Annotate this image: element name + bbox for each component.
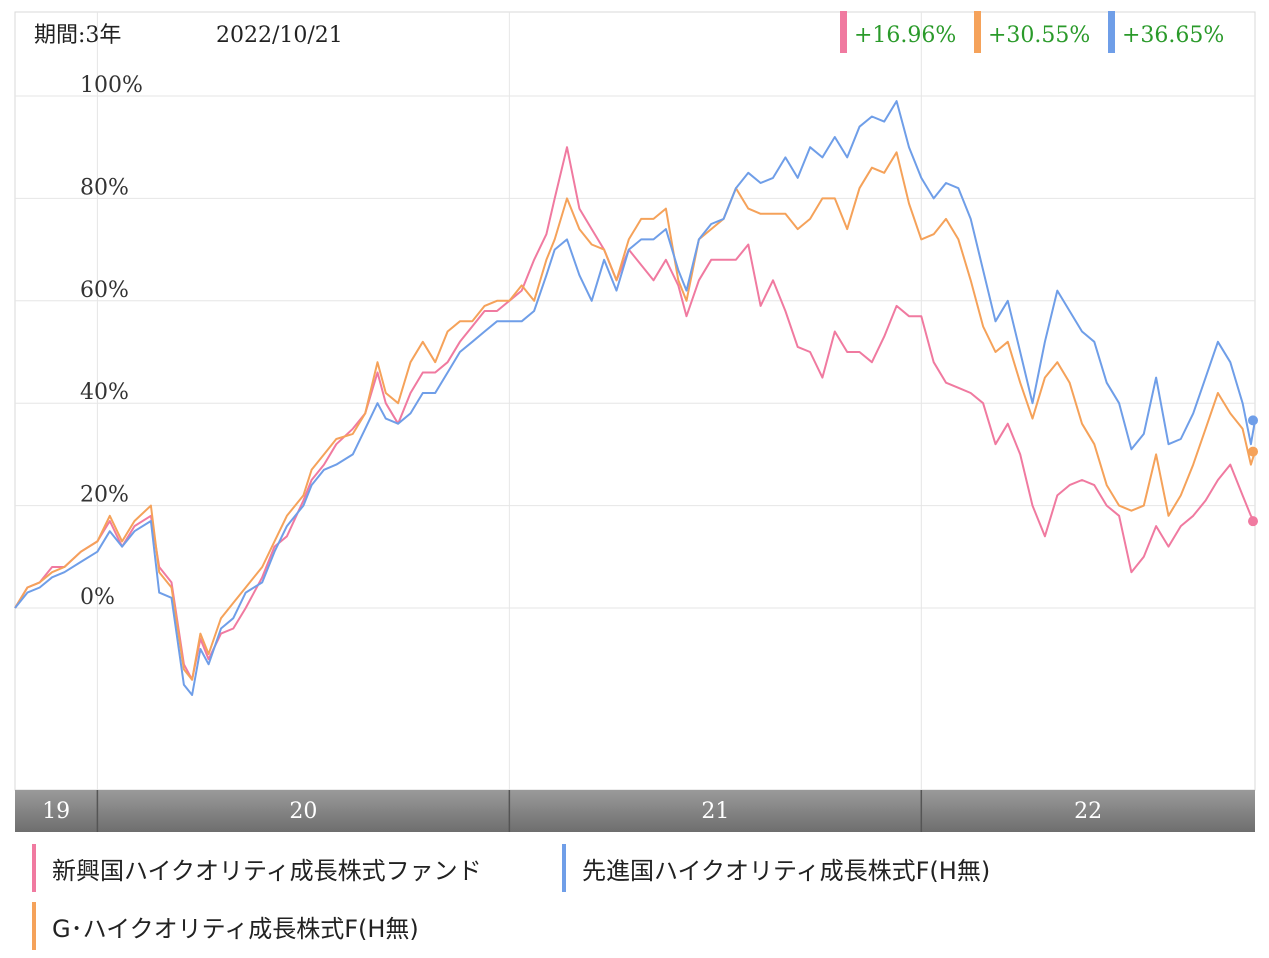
- legend-swatch: [32, 844, 36, 892]
- final-gain-label: +30.55%: [988, 23, 1090, 48]
- legend-item-developed: 先進国ハイクオリティ成長株式F(H無): [562, 844, 990, 892]
- series-line: [14, 100, 1256, 696]
- series-line: [14, 151, 1256, 681]
- x-year-label: 21: [701, 799, 729, 824]
- date-label: 2022/10/21: [216, 23, 343, 48]
- grid-lines: [15, 12, 1255, 790]
- y-tick-label: 40%: [80, 380, 129, 405]
- final-gain-label: +16.96%: [854, 23, 956, 48]
- x-year-label: 22: [1074, 799, 1102, 824]
- series-lines: [14, 100, 1258, 696]
- chart-area: 0% 20% 40% 60% 80% 100% 19 20 21 22 期間:3年 2022/1…: [14, 11, 1258, 832]
- series-line: [14, 146, 1256, 681]
- gain-swatch: [1108, 11, 1115, 53]
- final-gain-label: +36.65%: [1122, 23, 1224, 48]
- x-axis-band-background: [15, 790, 1255, 832]
- legend-item-global: G･ハイクオリティ成長株式F(H無): [32, 902, 419, 950]
- legend-label: 新興国ハイクオリティ成長株式ファンド: [52, 856, 482, 885]
- legend-label: 先進国ハイクオリティ成長株式F(H無): [582, 856, 991, 885]
- x-year-label: 20: [289, 799, 317, 824]
- legend-item-emerging: 新興国ハイクオリティ成長株式ファンド: [32, 844, 482, 892]
- legend-label: G･ハイクオリティ成長株式F(H無): [52, 914, 419, 943]
- line-chart: 0% 20% 40% 60% 80% 100% 19 20 21 22 期間:3年 2022/1…: [14, 11, 1258, 832]
- period-label: 期間:3年: [34, 23, 121, 48]
- plot-background: [14, 11, 1256, 791]
- x-axis-year-band: 19 20 21 22: [15, 790, 1255, 832]
- y-axis-ticks: 0% 20% 40% 60% 80% 100%: [80, 73, 143, 610]
- series-end-point: [1248, 516, 1258, 527]
- gain-swatch: [974, 11, 981, 53]
- legend-swatch: [562, 844, 566, 892]
- final-gain-labels: +16.96% +30.55% +36.65%: [840, 11, 1224, 53]
- x-year-label: 19: [42, 799, 70, 824]
- y-tick-label: 80%: [80, 175, 129, 200]
- y-tick-label: 20%: [80, 483, 129, 508]
- y-tick-label: 100%: [80, 73, 143, 98]
- series-end-point: [1248, 415, 1258, 426]
- legend: 新興国ハイクオリティ成長株式ファンド 先進国ハイクオリティ成長株式F(H無) G…: [0, 840, 1269, 958]
- legend-swatch: [32, 902, 36, 950]
- y-tick-label: 60%: [80, 278, 129, 303]
- y-tick-label: 0%: [80, 585, 115, 610]
- gain-swatch: [840, 11, 847, 53]
- series-end-point: [1248, 446, 1258, 457]
